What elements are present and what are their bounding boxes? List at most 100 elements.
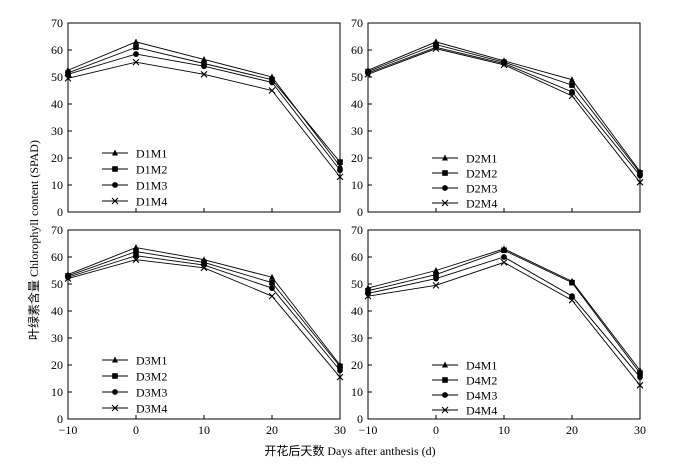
panel-4-point-D4M4 <box>364 292 372 300</box>
panel-4-legend-marker <box>441 406 449 414</box>
panel-1-legend-label: D1M1 <box>136 147 167 161</box>
panel-3-legend-marker <box>111 404 119 412</box>
panel-4-point-D4M2 <box>433 271 439 278</box>
panel-1-legend-marker <box>112 166 118 172</box>
panel-3-point-D3M1 <box>133 244 139 251</box>
panel-1-point-D1M4 <box>200 70 208 78</box>
panel-3-point-D3M4 <box>64 275 72 282</box>
panel-3-ytick-label: 70 <box>51 223 63 237</box>
panel-1-ytick-label: 50 <box>51 70 63 84</box>
panel-2-point-D2M3 <box>569 88 575 95</box>
panel-3-xtick-label: 10 <box>198 423 210 437</box>
panel-2-legend-label: D2M2 <box>466 167 497 181</box>
panel-2-point-D2M4 <box>432 45 440 53</box>
panel-3-point-D3M4 <box>200 264 208 272</box>
panel-1-point-D1M1 <box>337 162 343 169</box>
panel-3-legend-marker <box>112 389 118 395</box>
panel-4-xtick-label: −10 <box>359 423 378 437</box>
panel-1-ytick-label: 60 <box>51 43 63 57</box>
panel-2-ytick-label: 40 <box>351 97 363 111</box>
panel-3-ytick-label: 40 <box>51 304 63 318</box>
panel-3-point-D3M3 <box>133 252 139 259</box>
panel-1-ytick-label: 0 <box>57 205 63 219</box>
panel-1-ytick-label: 20 <box>51 151 63 165</box>
panel-3-xtick-label: 30 <box>334 423 346 437</box>
panel-4-legend-label: D4M3 <box>466 389 497 403</box>
panel-1-point-D1M3 <box>269 79 275 86</box>
panel-4-legend-marker <box>442 361 448 368</box>
panel-2-point-D2M4 <box>364 70 372 78</box>
panel-1-ytick-label: 40 <box>51 97 63 111</box>
panel-1-point-D1M2 <box>133 44 139 51</box>
panel-1-legend-label: D1M4 <box>136 195 167 209</box>
panel-4-ytick-label: 20 <box>351 358 363 372</box>
panel-3-xtick-label: 0 <box>133 423 139 437</box>
panel-4-legend-label: D4M4 <box>466 404 497 418</box>
panel-3-point-D3M2 <box>133 248 139 255</box>
panel-4-ytick-label: 0 <box>357 412 363 426</box>
panel-3-point-D3M2 <box>269 279 275 286</box>
panel-3-point-D3M1 <box>269 273 275 280</box>
panel-2-legend-label: D2M4 <box>466 197 497 211</box>
panel-3-point-D3M3 <box>269 285 275 291</box>
panel-2-point-D2M4 <box>568 92 576 100</box>
panel-3-point-D3M3 <box>337 367 343 374</box>
panel-2-point-D2M4 <box>636 178 644 186</box>
panel-3-series-line-D3M2 <box>67 251 341 367</box>
panel-1-point-D1M4 <box>336 173 344 181</box>
panel-1-point-D1M3 <box>201 63 207 70</box>
panel-4-legend-marker <box>442 377 448 383</box>
panel-1-point-D1M4 <box>268 87 276 94</box>
panel-2-series-line-D2M3 <box>367 46 641 176</box>
figure-xlabel: 开花后天数 Days after anthesis (d) <box>264 443 435 458</box>
panel-2-ytick-label: 20 <box>351 151 363 165</box>
panel-4-point-D4M2 <box>501 247 507 254</box>
panel-4-legend-label: D4M1 <box>466 359 497 373</box>
panel-2-frame <box>367 22 641 213</box>
panel-4-point-D4M4 <box>636 381 644 389</box>
panel-1-point-D1M4 <box>132 58 140 66</box>
panel-4-point-D4M1 <box>433 267 439 273</box>
panel-1-legend-marker <box>112 182 118 188</box>
panel-1-ytick-label: 10 <box>51 178 63 192</box>
panel-2-ytick-label: 30 <box>351 124 363 138</box>
panel-1-legend-label: D1M2 <box>136 163 167 177</box>
panel-2-legend-label: D2M1 <box>466 152 497 166</box>
panel-4-point-D4M3 <box>501 254 507 260</box>
panel-4-legend-label: D4M2 <box>466 374 497 388</box>
panel-3-point-D3M3 <box>65 274 71 281</box>
panel-1-point-D1M1 <box>133 38 139 45</box>
panel-2-ytick-label: 70 <box>351 16 363 30</box>
panel-2-ytick-label: 0 <box>357 205 363 219</box>
panel-4-point-D4M4 <box>568 296 576 304</box>
panel-4-ytick-label: 10 <box>351 385 363 399</box>
panel-3-ytick-label: 50 <box>51 277 63 291</box>
panel-2-point-D2M3 <box>365 70 371 76</box>
panel-3-ytick-label: 60 <box>51 250 63 264</box>
panel-3-legend-label: D3M2 <box>136 370 167 384</box>
panel-2-point-D2M2 <box>569 82 575 88</box>
panel-3-legend-label: D3M1 <box>136 354 167 368</box>
panel-4-ytick-label: 40 <box>351 304 363 318</box>
panel-2-legend-label: D2M3 <box>466 182 497 196</box>
panel-1-point-D1M2 <box>337 159 343 165</box>
panel-3-legend-marker <box>112 373 118 379</box>
panel-2-ytick-label: 10 <box>351 178 363 192</box>
panel-4-xtick-label: 20 <box>566 423 578 437</box>
panel-1-legend-label: D1M3 <box>136 179 167 193</box>
panel-1-ytick-label: 70 <box>51 16 63 30</box>
panel-3-xtick-label: 20 <box>266 423 278 437</box>
panel-2-series-line-D2M4 <box>367 48 641 183</box>
panel-1-series-line-D1M4 <box>67 61 341 178</box>
panel-2-point-D2M1 <box>569 76 575 83</box>
panel-4-series-line-D4M2 <box>367 249 641 374</box>
panel-4-point-D4M3 <box>637 374 643 381</box>
panel-3-ytick-label: 30 <box>51 331 63 345</box>
panel-4-xtick-label: 0 <box>433 423 439 437</box>
panel-3-ytick-label: 0 <box>57 412 63 426</box>
panel-4-point-D4M2 <box>637 370 643 376</box>
panel-4-point-D4M4 <box>432 281 440 289</box>
panel-3-legend-label: D3M3 <box>136 386 167 400</box>
panel-2-legend-marker <box>441 199 449 207</box>
